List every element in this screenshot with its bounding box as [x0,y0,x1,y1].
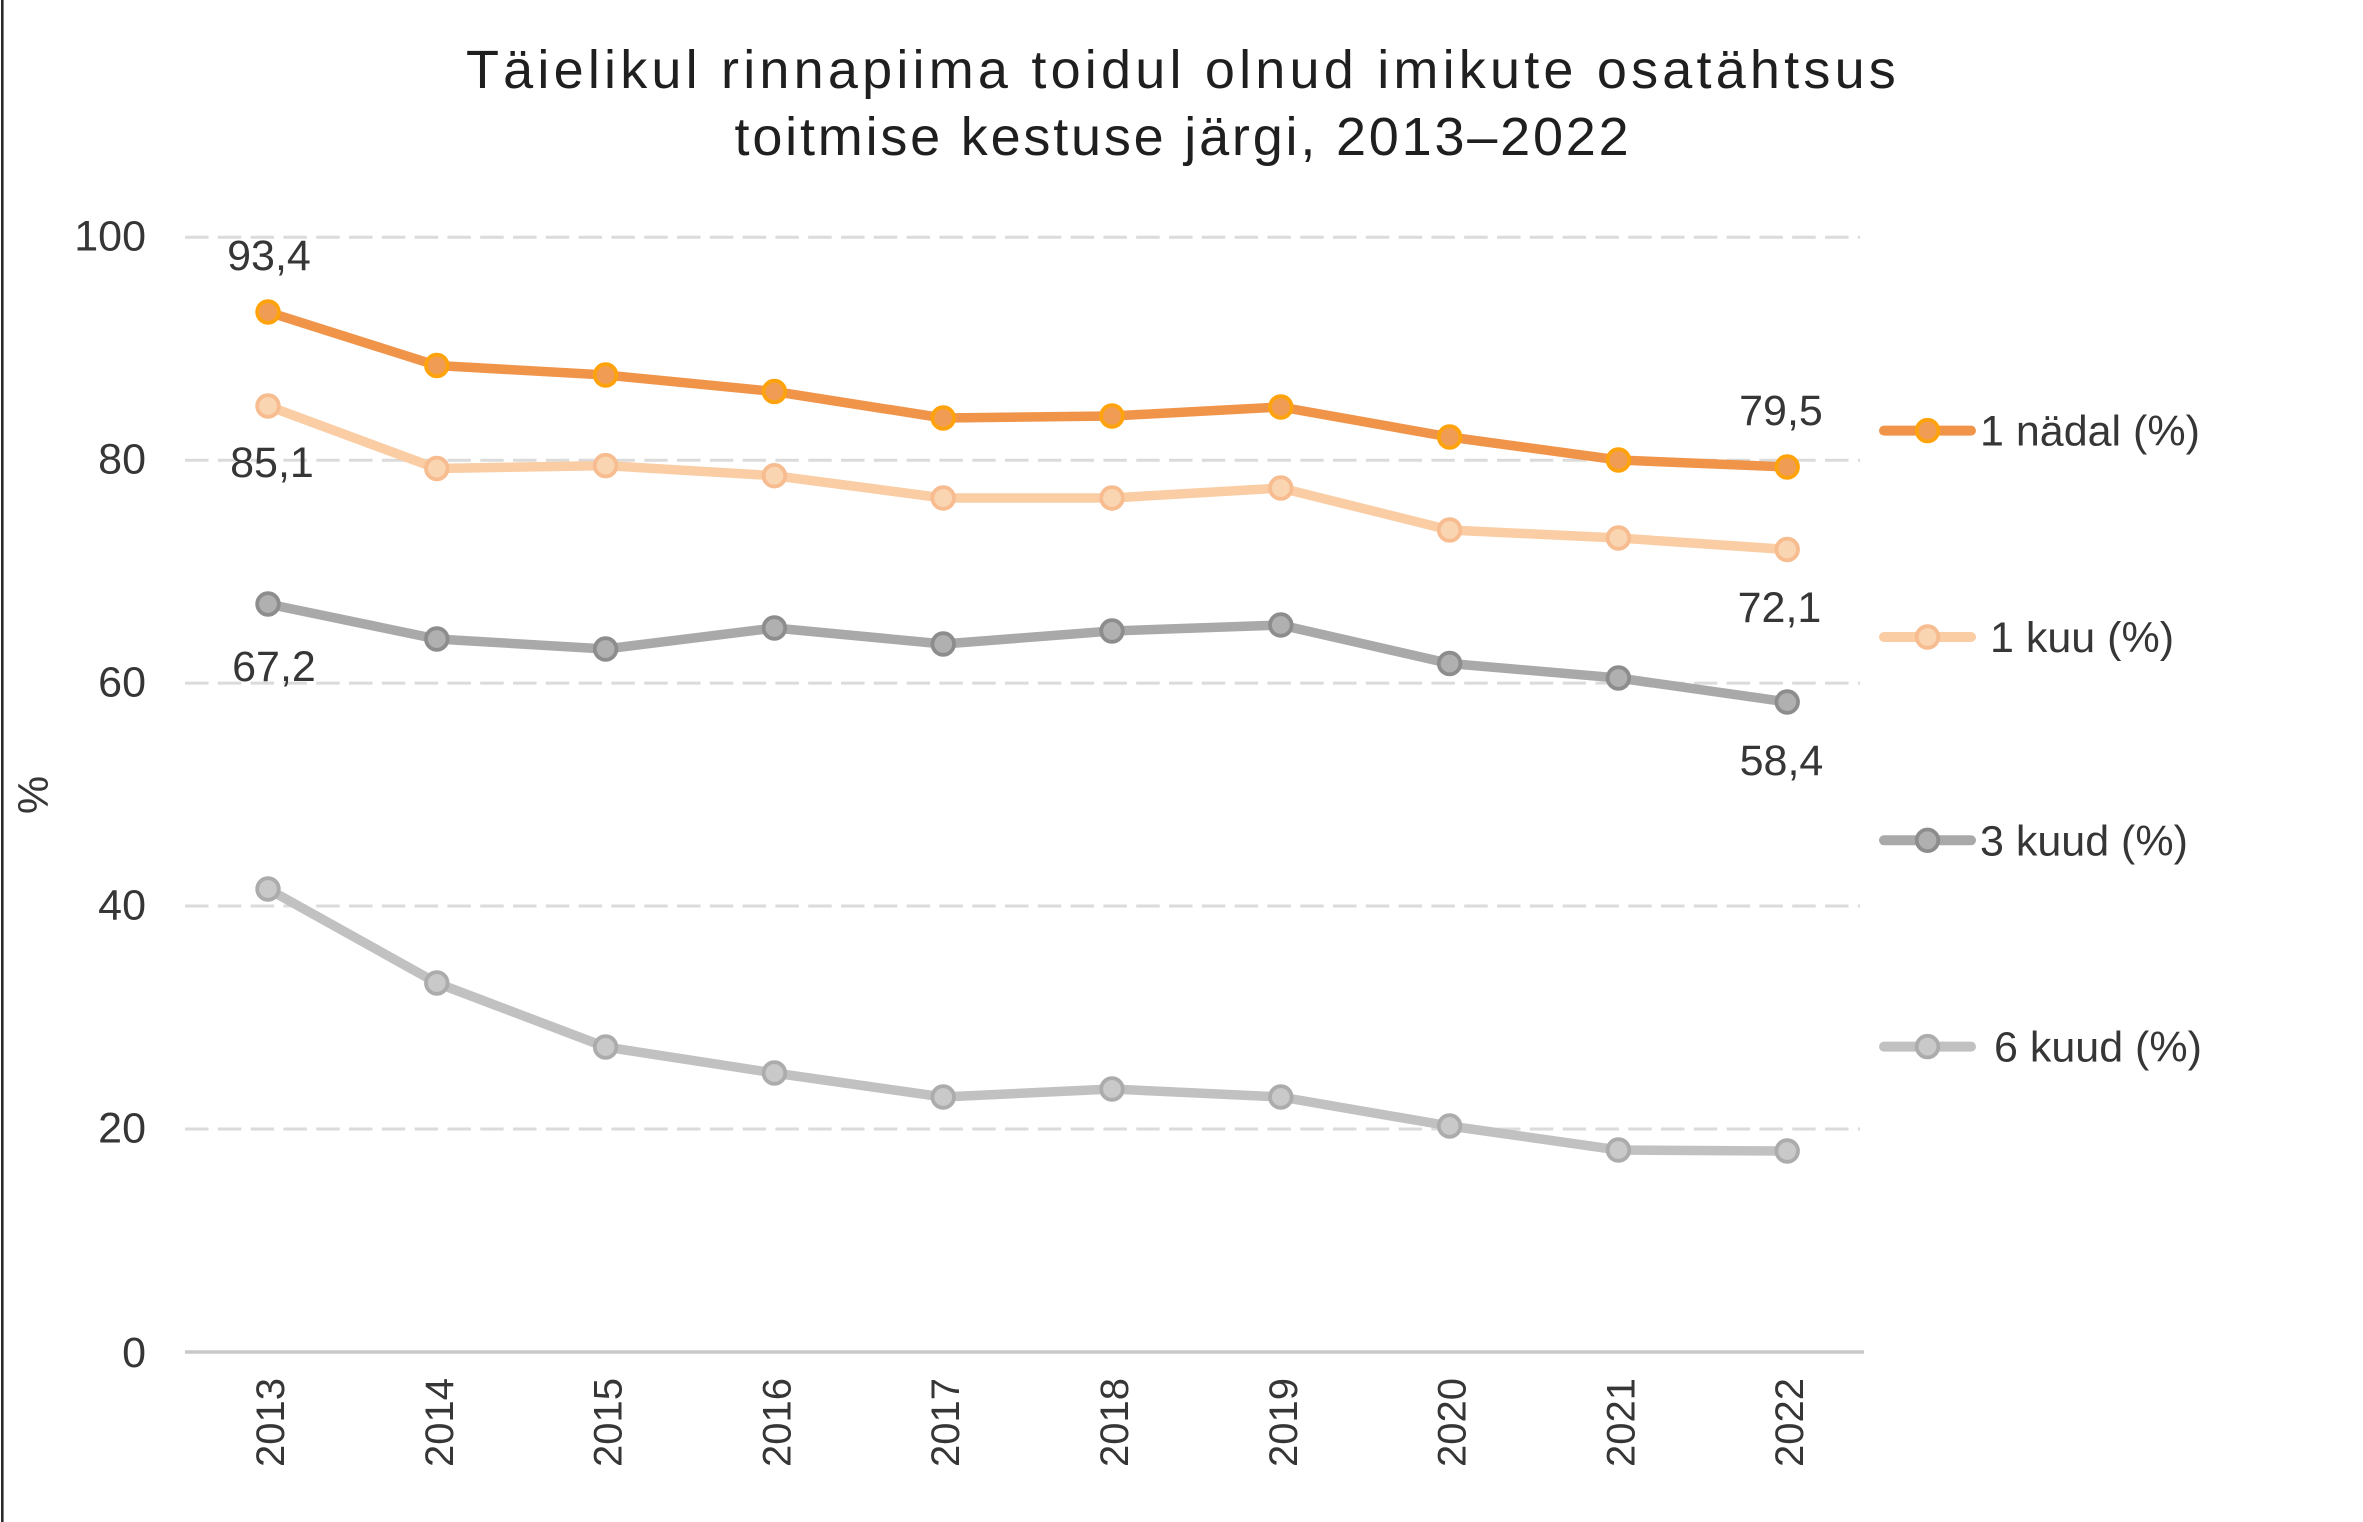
svg-text:60: 60 [98,659,146,707]
svg-text:6 kuud (%): 6 kuud (%) [1994,1024,2202,1072]
svg-text:2013: 2013 [249,1378,293,1467]
svg-text:93,4: 93,4 [227,232,311,280]
svg-text:40: 40 [98,882,146,930]
svg-text:0: 0 [122,1329,146,1377]
svg-text:100: 100 [74,213,146,261]
svg-text:2021: 2021 [1599,1378,1643,1467]
svg-text:2018: 2018 [1093,1378,1137,1467]
svg-text:2019: 2019 [1262,1378,1306,1467]
svg-text:20: 20 [98,1105,146,1153]
svg-text:79,5: 79,5 [1739,387,1823,435]
svg-text:Täielikul rinnapiima toidul ol: Täielikul rinnapiima toidul olnud imikut… [466,40,1900,100]
svg-text:2016: 2016 [755,1378,799,1467]
svg-text:2015: 2015 [587,1378,631,1467]
svg-text:1 kuu (%): 1 kuu (%) [1990,614,2174,662]
svg-text:%: % [10,776,58,814]
svg-text:2017: 2017 [924,1378,968,1467]
svg-text:toitmise kestuse järgi, 2013–2: toitmise kestuse järgi, 2013–2022 [735,107,1632,167]
svg-text:2020: 2020 [1431,1378,1475,1467]
svg-text:1 nädal (%): 1 nädal (%) [1980,408,2200,456]
svg-text:85,1: 85,1 [230,439,314,487]
svg-text:67,2: 67,2 [232,643,316,691]
svg-text:3 kuud (%): 3 kuud (%) [1980,817,2188,865]
svg-text:2022: 2022 [1768,1378,1812,1467]
svg-text:58,4: 58,4 [1740,737,1824,785]
svg-text:72,1: 72,1 [1738,584,1822,632]
svg-text:2014: 2014 [418,1378,462,1467]
svg-text:80: 80 [98,436,146,484]
